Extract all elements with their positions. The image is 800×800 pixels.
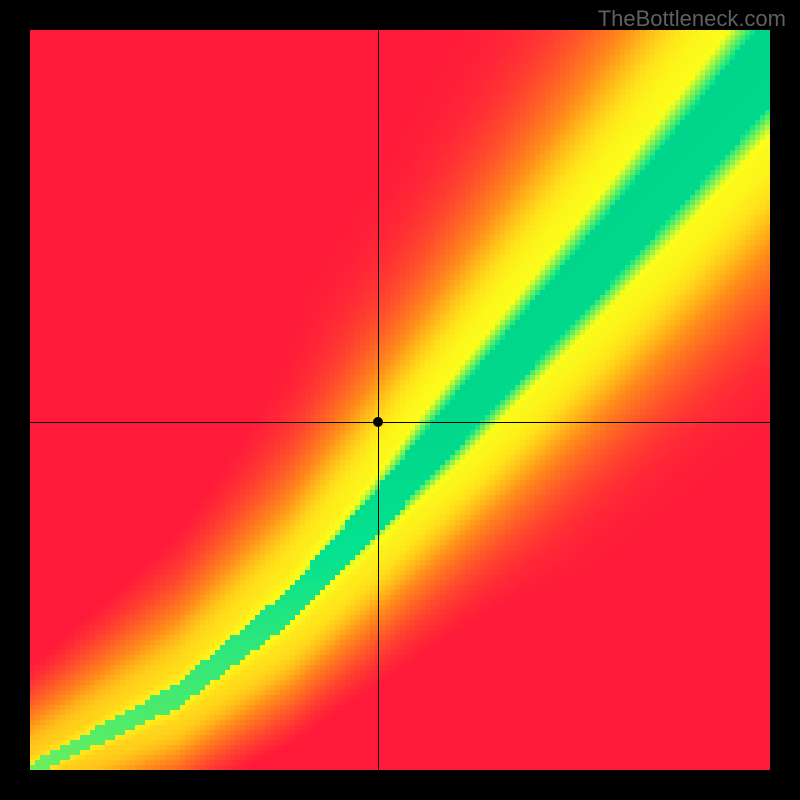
chart-frame: TheBottleneck.com: [0, 0, 800, 800]
crosshair-vertical: [378, 30, 379, 770]
watermark-text: TheBottleneck.com: [598, 6, 786, 32]
crosshair-horizontal: [30, 422, 770, 423]
crosshair-marker: [373, 417, 383, 427]
plot-area: [30, 30, 770, 770]
heatmap-canvas: [30, 30, 770, 770]
